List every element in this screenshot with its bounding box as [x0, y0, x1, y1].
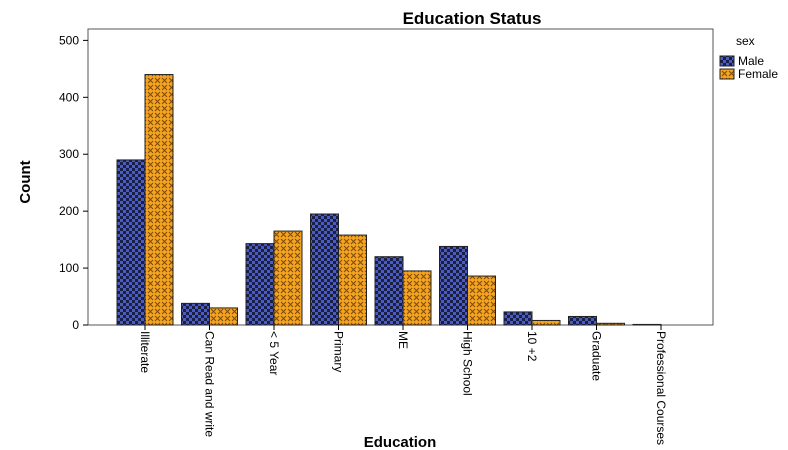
y-axis-title: Count [17, 160, 34, 203]
bar-female-7 [596, 322, 625, 326]
legend-label-male: Male [738, 54, 764, 68]
bar-male-1 [181, 302, 210, 326]
bar-female-3 [338, 234, 367, 326]
legend-swatch-female [719, 68, 735, 80]
y-tick-label: 300 [59, 147, 79, 161]
bar-female-6 [531, 319, 561, 326]
bar-male-0 [116, 159, 146, 326]
bar-male-6 [503, 311, 533, 326]
bar-female-4 [402, 270, 432, 326]
bar-female-1 [209, 307, 238, 326]
bar-female-5 [467, 275, 496, 326]
x-category-label: Primary [332, 331, 346, 372]
x-category-label: High School [461, 331, 475, 396]
bar-male-8 [632, 323, 662, 326]
legend-title: sex [736, 34, 755, 48]
y-axis: 0 100 200 300 400 500 [59, 33, 88, 332]
bar-male-4 [374, 256, 404, 326]
bar-male-3 [310, 213, 339, 326]
bar-female-2 [273, 230, 303, 326]
y-tick-label: 100 [59, 261, 79, 275]
x-axis-title: Education [364, 434, 437, 450]
x-category-label: Illiterate [138, 331, 152, 373]
y-tick-label: 0 [72, 318, 79, 332]
bar-female-0 [144, 74, 174, 326]
legend-swatch-male [719, 55, 735, 67]
x-category-label: Professional Courses [654, 331, 668, 445]
bars [116, 74, 662, 326]
chart-title: Education Status [403, 9, 542, 28]
x-category-label: ME [396, 331, 410, 349]
x-axis-categories: Illiterate Can Read and write < 5 Year Prim… [138, 325, 668, 445]
x-category-label: Graduate [590, 331, 604, 381]
y-tick-label: 500 [59, 33, 79, 47]
bar-male-5 [439, 245, 468, 326]
bar-male-2 [245, 243, 275, 326]
x-category-label: < 5 Year [267, 331, 281, 375]
x-category-label: Can Read and write [203, 331, 217, 437]
bar-male-7 [568, 315, 597, 326]
x-category-label: 10 +2 [525, 331, 539, 362]
y-tick-label: 400 [59, 90, 79, 104]
y-tick-label: 200 [59, 204, 79, 218]
legend-label-female: Female [738, 67, 778, 81]
